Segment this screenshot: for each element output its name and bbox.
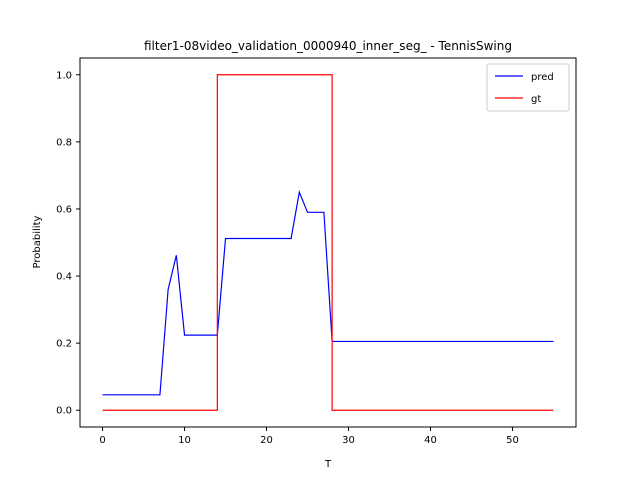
x-axis-label: T — [324, 459, 332, 470]
x-tick-label: 40 — [424, 435, 437, 446]
series-lines — [102, 74, 554, 411]
x-tick-label: 30 — [342, 435, 355, 446]
y-tick-label: 1.0 — [56, 70, 72, 81]
x-tick-label: 50 — [506, 435, 519, 446]
axes-frame — [79, 57, 577, 428]
y-tick-label: 0.0 — [56, 406, 72, 417]
y-tick-label: 0.8 — [56, 137, 72, 148]
legend-label-pred: pred — [531, 72, 554, 83]
x-tick-label: 10 — [178, 435, 191, 446]
chart-title: filter1-08video_validation_0000940_inner… — [144, 39, 512, 53]
legend-box — [486, 63, 570, 112]
series-line-pred — [102, 190, 554, 396]
x-tick-label: 0 — [99, 435, 105, 446]
y-tick-label: 0.6 — [56, 204, 72, 215]
x-tick-label: 20 — [260, 435, 273, 446]
axes: 0 10 20 30 40 50 0.0 0.2 0.4 0.6 0.8 1.0 — [56, 57, 577, 446]
legend: pred gt — [486, 63, 570, 112]
plot-background — [80, 58, 576, 427]
plot-area — [80, 58, 576, 427]
y-tick-label: 0.2 — [56, 339, 72, 350]
y-tick-label: 0.4 — [56, 272, 72, 283]
y-axis-label: Probability — [32, 215, 43, 268]
legend-label-gt: gt — [531, 94, 541, 105]
series-line-gt — [102, 74, 554, 411]
